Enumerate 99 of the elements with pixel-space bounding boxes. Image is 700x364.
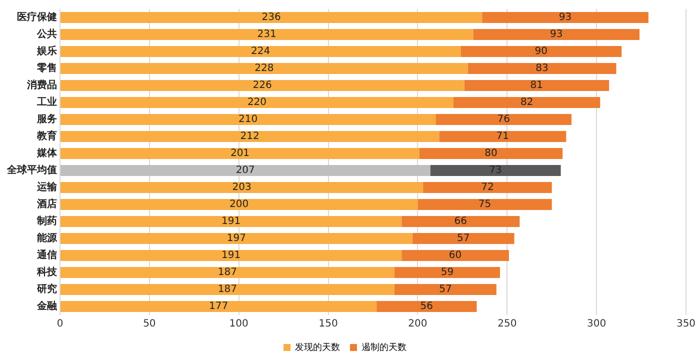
data-label: 203 (232, 182, 252, 194)
bar (482, 12, 648, 24)
y-tick-label: 金融 (36, 300, 58, 312)
data-label: 201 (230, 148, 250, 160)
bar (464, 80, 610, 92)
data-label: 231 (257, 29, 276, 40)
data-label: 83 (536, 63, 548, 74)
y-tick-label: 服务 (36, 113, 57, 126)
y-tick-label: 科技 (36, 266, 58, 278)
x-tick-label: 100 (229, 318, 248, 330)
bar (60, 216, 402, 228)
bar (376, 300, 477, 312)
bar (60, 96, 454, 108)
y-tick-label: 制药 (36, 215, 57, 228)
bar (60, 46, 461, 58)
x-tick-label: 50 (143, 318, 156, 330)
data-label: 197 (226, 233, 246, 244)
bar (60, 232, 412, 244)
bar (394, 266, 500, 278)
y-tick-label: 研究 (36, 283, 57, 296)
data-label: 236 (262, 12, 281, 24)
data-label: 200 (230, 199, 249, 210)
x-tick-label: 200 (408, 318, 428, 330)
bar (60, 198, 418, 210)
bar (402, 216, 520, 228)
data-label: 224 (251, 46, 270, 58)
bar (436, 114, 572, 126)
data-label: 57 (439, 284, 452, 296)
bar (453, 96, 600, 108)
y-tick-label: 娱乐 (36, 45, 57, 58)
bar (430, 164, 561, 176)
y-tick-label: 公共 (36, 28, 57, 40)
data-label: 90 (534, 46, 548, 58)
legend-label: 遏制的天数 (362, 342, 406, 353)
y-tick-label: 能源 (37, 232, 58, 244)
data-label: 187 (218, 267, 238, 278)
y-tick-label: 运输 (36, 181, 58, 194)
data-label: 72 (481, 182, 494, 194)
bar (60, 130, 440, 142)
bar (60, 266, 394, 278)
y-tick-label: 零售 (36, 62, 57, 74)
data-label: 93 (550, 29, 563, 40)
data-label: 82 (520, 97, 534, 108)
y-tick-label: 工业 (36, 96, 57, 108)
data-label: 81 (530, 80, 544, 92)
bar (423, 182, 552, 194)
bar (402, 250, 509, 262)
data-label: 80 (484, 148, 498, 160)
data-label: 60 (448, 250, 462, 262)
bar (412, 232, 514, 244)
x-tick-label: 350 (676, 318, 696, 330)
bar (420, 148, 563, 160)
data-label: 66 (454, 216, 468, 228)
data-label: 212 (240, 131, 260, 142)
data-label: 59 (440, 267, 454, 278)
data-label: 56 (420, 301, 434, 312)
data-label: 93 (558, 12, 572, 24)
x-tick-label: 250 (498, 318, 517, 330)
x-tick-label: 300 (587, 318, 606, 330)
bar (473, 28, 640, 40)
bar (468, 62, 616, 74)
y-tick-label: 医疗保健 (17, 11, 57, 24)
data-label: 191 (222, 216, 241, 228)
bar (60, 250, 402, 262)
data-label: 187 (218, 284, 238, 296)
data-label: 57 (456, 233, 470, 244)
data-label: 228 (254, 63, 274, 74)
bar (60, 148, 420, 160)
bar (439, 130, 566, 142)
data-label: 226 (252, 80, 272, 92)
data-label: 210 (238, 114, 258, 126)
bar (60, 62, 468, 74)
y-tick-label: 消费品 (26, 79, 57, 92)
bar (60, 164, 430, 176)
y-tick-label: 教育 (36, 130, 57, 142)
y-tick-label: 媒体 (36, 147, 58, 160)
x-tick-label: 150 (318, 318, 338, 330)
bar (460, 46, 622, 58)
x-tick-label: 0 (56, 318, 64, 330)
y-tick-label: 酒店 (36, 198, 57, 210)
legend-label: 发现的天数 (295, 342, 340, 353)
data-label: 75 (478, 199, 492, 210)
y-tick-label: 通信 (36, 249, 57, 262)
data-label: 76 (497, 114, 510, 126)
bar (60, 12, 482, 24)
data-label: 207 (236, 165, 255, 176)
bar (394, 284, 496, 296)
y-tick-label: 全球平均值 (6, 164, 57, 176)
bar (60, 114, 436, 126)
bar (60, 182, 424, 194)
data-label: 177 (208, 301, 228, 312)
bar (60, 284, 394, 296)
bar (418, 198, 552, 210)
bar (60, 28, 474, 40)
data-label: 220 (247, 97, 267, 108)
data-label: 191 (222, 250, 241, 262)
bar (60, 300, 377, 312)
bar (60, 80, 464, 92)
data-label: 71 (496, 131, 510, 142)
